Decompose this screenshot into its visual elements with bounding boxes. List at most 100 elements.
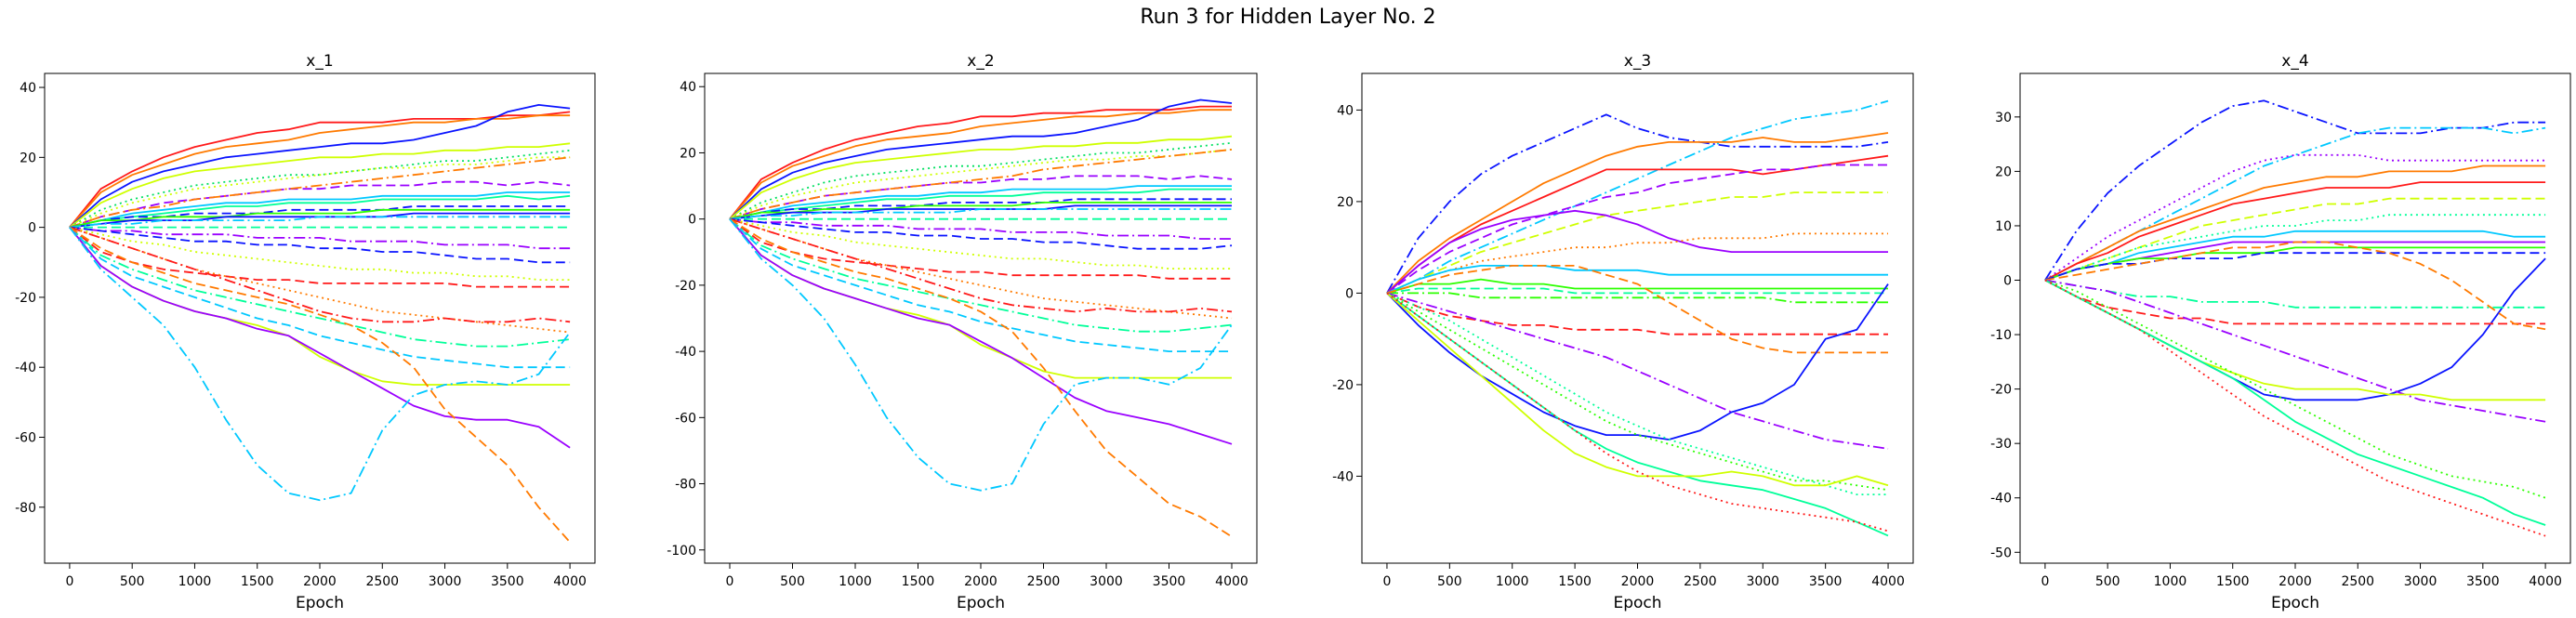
x-tick-label: 0 — [65, 574, 73, 589]
series-line-26 — [729, 217, 1233, 538]
x-tick-label: 500 — [1437, 574, 1462, 589]
y-tick-label: 30 — [1995, 111, 2012, 125]
x-tick-label: 3500 — [1153, 574, 1186, 589]
subplot-title: x_4 — [2281, 52, 2308, 71]
series-line-3 — [729, 99, 1233, 220]
series-group — [69, 104, 571, 543]
y-tick-label: -20 — [675, 279, 696, 294]
series-line-21 — [1386, 292, 1889, 533]
y-tick-label: -30 — [1990, 437, 2012, 452]
series-line-11 — [729, 198, 1232, 220]
series-line-18 — [69, 226, 571, 282]
series-line-5 — [69, 149, 571, 229]
series-line-1 — [69, 111, 571, 229]
y-tick-label: 40 — [1337, 103, 1354, 118]
y-tick-label: 0 — [1345, 286, 1354, 301]
x-tick-label: 1000 — [1496, 574, 1529, 589]
y-tick-label: 10 — [1995, 219, 2012, 234]
y-tick-label: -40 — [1332, 469, 1354, 484]
y-tick-label: -80 — [15, 501, 36, 516]
series-line-1 — [1386, 113, 1889, 294]
y-tick-label: 20 — [1337, 195, 1354, 210]
series-line-20 — [1386, 292, 1889, 487]
x-tick-label: 3000 — [1746, 574, 1779, 589]
series-line-3 — [69, 104, 571, 229]
x-tick-label: 1500 — [1558, 574, 1592, 589]
x-axis-label: Epoch — [2271, 594, 2319, 612]
x-tick-label: 2000 — [2279, 574, 2312, 589]
y-tick-label: -60 — [15, 430, 36, 445]
y-tick-label: 40 — [680, 80, 696, 95]
x-tick-label: 500 — [120, 574, 145, 589]
series-group — [729, 99, 1233, 538]
series-line-21 — [69, 226, 571, 323]
subplot-1: 0 500 1000 1500 2000 2500 3000 3500 4000 -80 -60 -4… — [15, 52, 596, 612]
y-tick-label: -40 — [675, 345, 696, 360]
subplot-title: x_1 — [306, 52, 333, 71]
figure-title: Run 3 for Hidden Layer No. 2 — [1140, 6, 1436, 29]
series-line-10 — [729, 188, 1232, 220]
x-tick-label: 2000 — [1621, 574, 1655, 589]
series-line-14 — [1386, 264, 1888, 354]
x-tick-label: 2500 — [1684, 574, 1717, 589]
series-line-6 — [729, 149, 1233, 220]
series-line-6 — [1386, 191, 1888, 295]
series-line-3 — [1386, 132, 1889, 295]
series-line-5 — [2044, 181, 2546, 282]
series-line-11 — [1386, 287, 1888, 295]
x-tick-label: 1000 — [178, 574, 212, 589]
series-line-14 — [729, 208, 1232, 220]
series-line-27 — [69, 227, 571, 502]
series-line-18 — [729, 217, 1232, 270]
series-line-12 — [729, 201, 1232, 220]
x-tick-label: 4000 — [2529, 574, 2562, 589]
series-line-7 — [1386, 209, 1888, 295]
series-line-14 — [69, 216, 571, 229]
x-tick-label: 500 — [2095, 574, 2120, 589]
y-tick-label: -60 — [675, 411, 696, 426]
series-line-22 — [729, 218, 1233, 333]
y-tick-label: 0 — [2003, 274, 2012, 289]
series-line-22 — [69, 226, 571, 348]
series-line-10 — [2044, 246, 2546, 282]
x-tick-label: 4000 — [1871, 574, 1905, 589]
subplot-title: x_3 — [1624, 52, 1651, 71]
series-line-4 — [729, 135, 1233, 220]
subplot-3: 0 500 1000 1500 2000 2500 3000 3500 4000 -40 -20 0 2… — [1332, 52, 1914, 612]
series-line-23 — [69, 226, 571, 369]
y-tick-label: 0 — [28, 221, 36, 236]
series-line-21 — [729, 217, 1233, 313]
x-tick-label: 1500 — [241, 574, 274, 589]
series-line-13 — [2044, 279, 2546, 309]
series-line-17 — [69, 226, 571, 264]
series-line-24 — [69, 227, 571, 386]
y-tick-label: -20 — [15, 291, 36, 306]
series-line-16 — [1386, 283, 1889, 440]
x-tick-label: 2500 — [365, 574, 399, 589]
x-tick-label: 3500 — [491, 574, 524, 589]
series-line-18 — [2044, 279, 2546, 499]
series-line-25 — [69, 227, 571, 449]
x-tick-label: 1000 — [839, 574, 872, 589]
x-axis-label: Epoch — [296, 594, 344, 612]
series-line-15 — [1386, 292, 1889, 450]
y-tick-label: -80 — [675, 478, 696, 493]
x-tick-label: 1500 — [2216, 574, 2250, 589]
x-tick-label: 4000 — [553, 574, 587, 589]
y-tick-label: 0 — [688, 213, 696, 228]
series-line-2 — [2044, 126, 2546, 282]
x-tick-label: 0 — [2041, 574, 2049, 589]
series-line-2 — [1386, 99, 1889, 295]
series-line-15 — [2044, 241, 2546, 331]
y-tick-label: -100 — [667, 544, 696, 559]
x-tick-label: 1500 — [902, 574, 935, 589]
series-line-2 — [729, 109, 1232, 220]
series-line-10 — [1386, 278, 1888, 295]
series-line-4 — [1386, 154, 1889, 295]
series-line-8 — [69, 156, 571, 229]
subplot-4: 0 500 1000 1500 2000 2500 3000 3500 4000 -50 -40 -3… — [1990, 52, 2571, 612]
series-line-23 — [729, 218, 1232, 353]
x-axis-label: Epoch — [957, 594, 1005, 612]
x-tick-label: 1000 — [2154, 574, 2187, 589]
